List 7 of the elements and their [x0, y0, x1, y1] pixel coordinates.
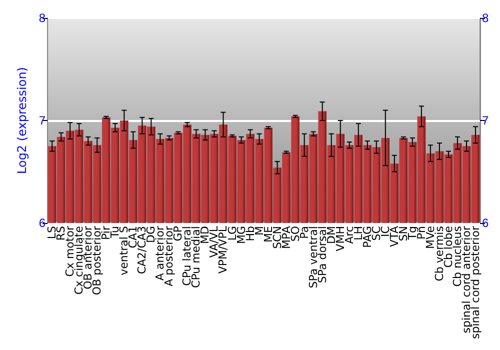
y-tick-label: 8: [38, 11, 46, 25]
y-axis-title: Log2 (expression): [15, 67, 29, 174]
y-tick-label: 6: [38, 216, 46, 230]
y2-tick-label: 7: [482, 114, 489, 128]
y2-tick-label: 6: [482, 216, 489, 230]
y2-tick-label: 8: [482, 11, 489, 25]
y-tick-label: 7: [38, 114, 46, 128]
